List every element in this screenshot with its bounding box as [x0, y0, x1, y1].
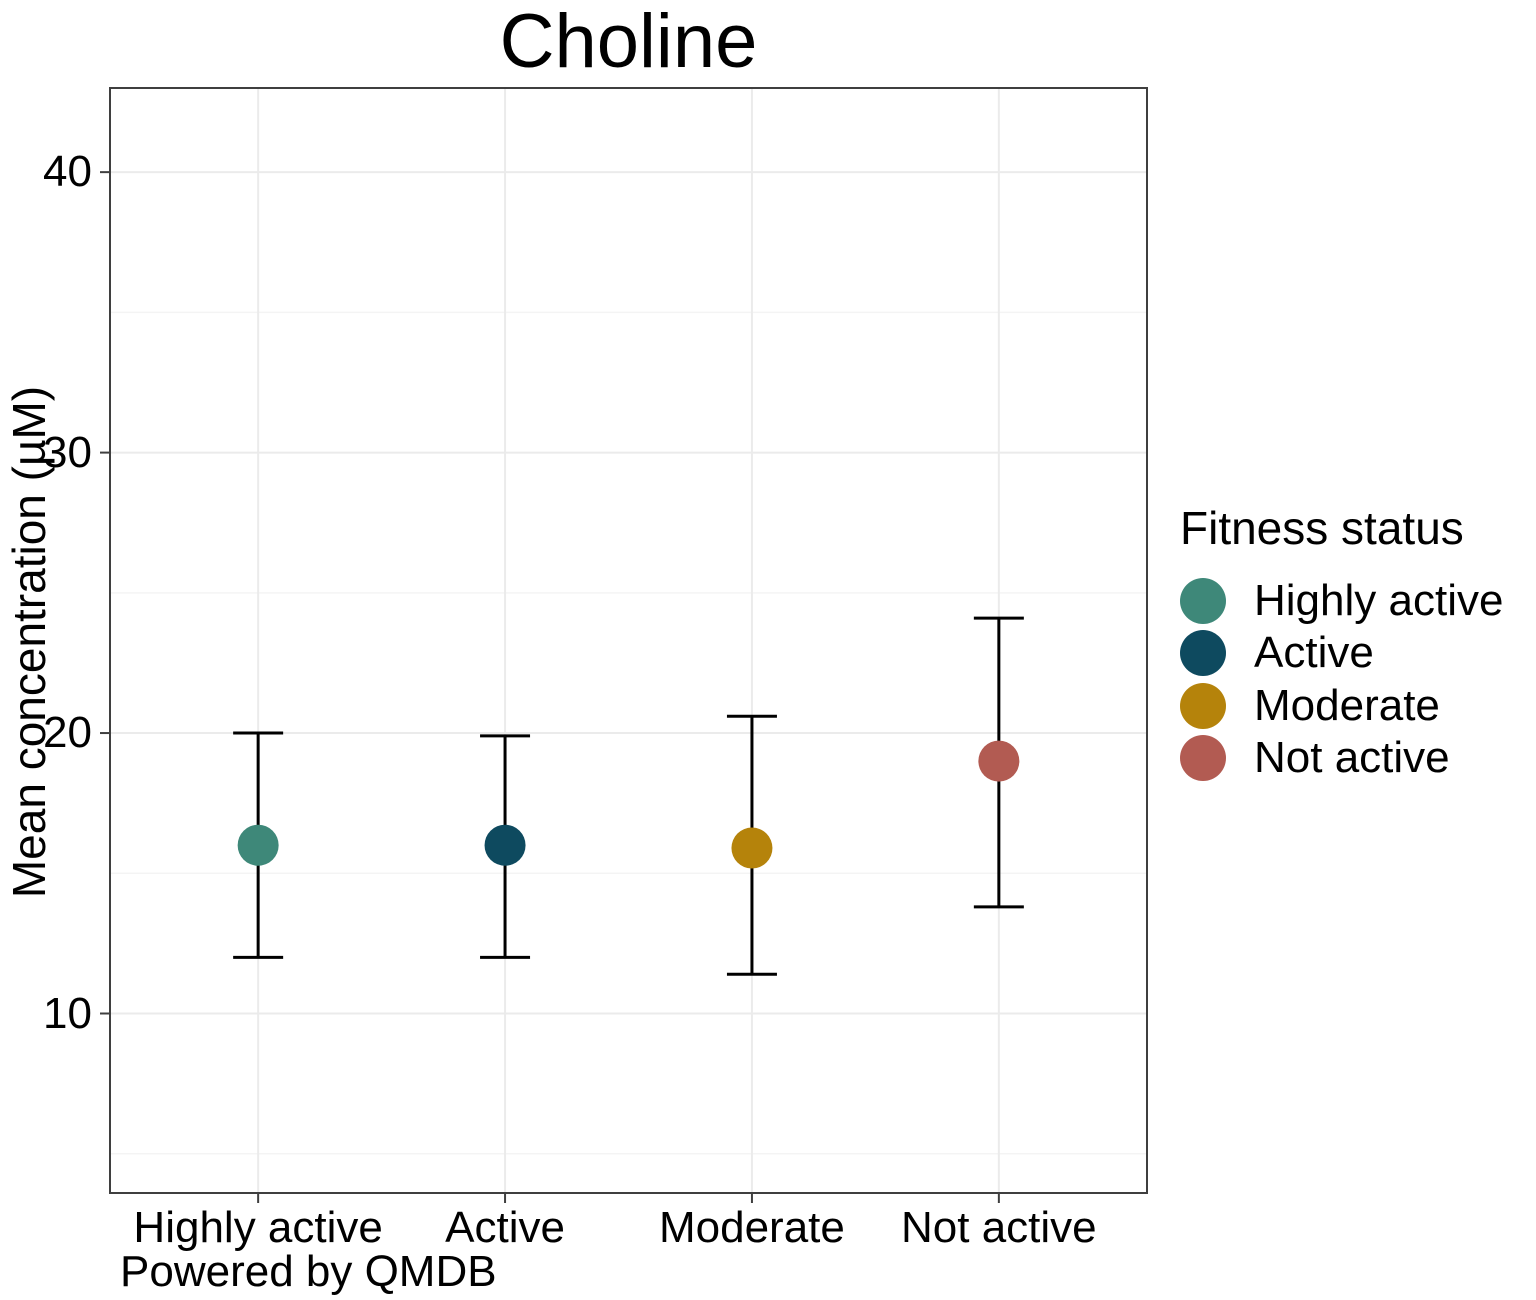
data-point-highly-active — [237, 824, 279, 866]
legend-item-highly-active: Highly active — [1180, 575, 1503, 627]
legend-item-not-active: Not active — [1180, 732, 1450, 784]
legend-swatch-icon — [1180, 682, 1226, 729]
legend-title: Fitness status — [1180, 502, 1464, 554]
chart-title: Choline — [499, 0, 758, 84]
legend-swatch-icon — [1180, 630, 1226, 677]
x-tick-label-moderate: Moderate — [658, 1203, 845, 1252]
x-tick-label-highly-active: Highly active — [133, 1203, 383, 1252]
panel-border — [109, 87, 1148, 1194]
y-tick-label-10: 10 — [43, 988, 92, 1038]
legend-swatch-icon — [1180, 734, 1226, 781]
plot-panel — [110, 88, 1147, 1193]
legend-swatch-icon — [1180, 578, 1226, 624]
legend: Fitness status Highly active Active Modera… — [1180, 503, 1530, 794]
data-point-active — [484, 824, 526, 866]
y-tick-label-40: 40 — [43, 147, 92, 197]
data-point-moderate — [731, 827, 773, 869]
legend-label: Highly active — [1254, 576, 1504, 625]
x-tick-label-active: Active — [445, 1203, 565, 1252]
y-tick-label-20: 20 — [43, 708, 92, 758]
legend-label: Active — [1254, 628, 1374, 678]
legend-label: Not active — [1254, 732, 1450, 782]
legend-item-moderate: Moderate — [1180, 680, 1440, 732]
y-tick-label-30: 30 — [43, 427, 92, 477]
caption: Powered by QMDB — [120, 1247, 497, 1296]
legend-item-active: Active — [1180, 627, 1374, 679]
legend-items: Highly active Active Moderate Not active — [1180, 575, 1530, 794]
legend-label: Moderate — [1254, 680, 1440, 730]
data-point-not-active — [978, 740, 1020, 782]
x-tick-label-not-active: Not active — [901, 1203, 1097, 1252]
